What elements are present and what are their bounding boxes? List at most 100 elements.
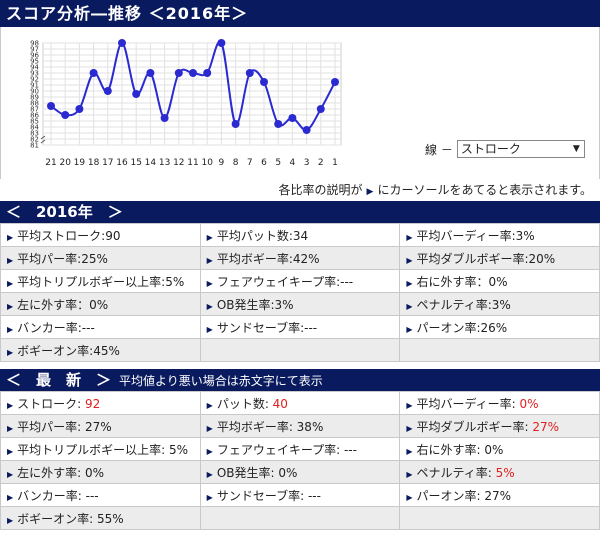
y-tick-label: 97 bbox=[30, 46, 39, 54]
stat-row: ▶ 左に外す率: 0% ▶ OB発生率: 0% ▶ ペナルティ率: 5% bbox=[0, 460, 600, 484]
triangle-right-icon: ▶ bbox=[7, 492, 14, 502]
y-tick-label: 92 bbox=[30, 76, 39, 84]
y-tick-label: 81 bbox=[30, 142, 39, 150]
stat-cell[interactable]: ▶ 平均ボギー率: 38% bbox=[199, 414, 401, 438]
triangle-right-icon: ▶ bbox=[406, 255, 413, 265]
stat-cell[interactable]: ▶ サンドセーブ率:--- bbox=[199, 315, 401, 339]
series-select-row: 線 － ストローク ▼ bbox=[425, 139, 585, 159]
y-tick-label: 84 bbox=[30, 124, 39, 132]
triangle-right-icon: ▶ bbox=[406, 278, 413, 288]
empty-cell bbox=[399, 506, 600, 530]
stat-value: 40 bbox=[272, 396, 288, 411]
stat-cell[interactable]: ▶ バンカー率:--- bbox=[0, 315, 201, 339]
x-tick-label: 20 bbox=[59, 158, 71, 168]
stat-row: ▶ バンカー率: --- ▶ サンドセーブ率: --- ▶ パーオン率: 27% bbox=[0, 483, 600, 507]
stat-label: ペナルティ率: bbox=[416, 465, 496, 480]
triangle-right-icon: ▶ bbox=[406, 232, 413, 242]
stat-cell[interactable]: ▶ 左に外す率：0% bbox=[0, 292, 201, 316]
triangle-right-icon: ▶ bbox=[7, 423, 14, 433]
latest-section-subtitle: 平均値より悪い場合は赤文字にて表示 bbox=[119, 374, 323, 388]
stat-cell[interactable]: ▶ 平均ダブルボギー率: 27% bbox=[399, 414, 600, 438]
data-point bbox=[231, 120, 240, 128]
axis-break-icon bbox=[40, 135, 46, 144]
stat-cell[interactable]: ▶ 平均パット数:34 bbox=[199, 223, 401, 247]
stat-cell[interactable]: ▶ 平均トリプルボギー以上率: 5% bbox=[0, 437, 201, 461]
stat-cell[interactable]: ▶ OB発生率: 0% bbox=[199, 460, 401, 484]
plot-area bbox=[42, 42, 342, 146]
stat-cell[interactable]: ▶ バンカー率: --- bbox=[0, 483, 201, 507]
data-point bbox=[89, 69, 98, 77]
stat-value: --- bbox=[343, 442, 357, 457]
triangle-right-icon: ▶ bbox=[206, 278, 213, 288]
y-tick-label: 88 bbox=[30, 100, 39, 108]
data-point bbox=[160, 114, 169, 122]
stat-cell[interactable]: ▶ 平均バーディー率:3% bbox=[399, 223, 600, 247]
stat-cell[interactable]: ▶ フェアウェイキープ率: --- bbox=[199, 437, 401, 461]
stat-cell[interactable]: ▶ ボギーオン率:45% bbox=[0, 338, 201, 362]
x-tick-label: 1 bbox=[332, 158, 338, 168]
stat-value: 0% bbox=[278, 465, 298, 480]
x-tick-label: 2 bbox=[318, 158, 324, 168]
triangle-right-icon: ▶ bbox=[406, 469, 413, 479]
stat-text: 平均ボギー率:42% bbox=[216, 251, 320, 266]
chevron-down-icon: ▼ bbox=[572, 144, 580, 154]
stat-cell[interactable]: ▶ パット数: 40 bbox=[199, 391, 401, 415]
data-point bbox=[203, 69, 212, 77]
stat-text: 平均バーディー率:3% bbox=[416, 228, 535, 243]
data-point bbox=[288, 114, 297, 122]
stat-cell[interactable]: ▶ 平均ストローク:90 bbox=[0, 223, 201, 247]
stat-cell[interactable]: ▶ フェアウェイキープ率:--- bbox=[199, 269, 401, 293]
data-point bbox=[146, 69, 155, 77]
stat-cell[interactable]: ▶ 平均ボギー率:42% bbox=[199, 246, 401, 270]
stat-label: パーオン率: bbox=[416, 488, 485, 503]
x-tick-label: 7 bbox=[247, 158, 253, 168]
x-tick-label: 11 bbox=[187, 158, 198, 168]
data-point bbox=[189, 69, 197, 77]
stat-cell[interactable]: ▶ 平均ダブルボギー率:20% bbox=[399, 246, 600, 270]
stat-cell[interactable]: ▶ パーオン率:26% bbox=[399, 315, 600, 339]
data-point bbox=[103, 87, 112, 95]
stat-cell[interactable]: ▶ 平均パー率:25% bbox=[0, 246, 201, 270]
stat-cell[interactable]: ▶ 平均トリプルボギー以上率:5% bbox=[0, 269, 201, 293]
stat-value: 0% bbox=[85, 465, 105, 480]
stat-row: ▶ 平均パー率:25% ▶ 平均ボギー率:42% ▶ 平均ダブルボギー率:20% bbox=[0, 246, 600, 270]
stat-cell[interactable]: ▶ パーオン率: 27% bbox=[399, 483, 600, 507]
stat-cell[interactable]: ▶ 平均パー率: 27% bbox=[0, 414, 201, 438]
y-tick-label: 94 bbox=[30, 64, 39, 72]
triangle-right-icon: ▶ bbox=[406, 423, 413, 433]
stat-value: 5% bbox=[495, 465, 515, 480]
stat-cell[interactable]: ▶ 左に外す率: 0% bbox=[0, 460, 201, 484]
stat-cell[interactable]: ▶ ストローク: 92 bbox=[0, 391, 201, 415]
note-text-after: にカーソールをあてると表示されます。 bbox=[377, 183, 592, 197]
stat-text: OB発生率:3% bbox=[216, 297, 294, 312]
y-tick-label: 82 bbox=[30, 136, 39, 144]
stat-cell[interactable]: ▶ ボギーオン率: 55% bbox=[0, 506, 201, 530]
stat-value: 27% bbox=[85, 419, 112, 434]
x-tick-label: 5 bbox=[275, 158, 281, 168]
stat-cell[interactable]: ▶ 平均バーディー率: 0% bbox=[399, 391, 600, 415]
stat-cell[interactable]: ▶ ペナルティ率:3% bbox=[399, 292, 600, 316]
latest-section-title: ＜ 最 新 ＞ bbox=[6, 371, 112, 389]
x-tick-label: 12 bbox=[173, 158, 184, 168]
stat-label: フェアウェイキープ率: bbox=[216, 442, 344, 457]
data-point bbox=[118, 39, 126, 47]
triangle-right-icon: ▶ bbox=[7, 469, 14, 479]
stat-row: ▶ バンカー率:--- ▶ サンドセーブ率:--- ▶ パーオン率:26% bbox=[0, 315, 600, 339]
stat-text: フェアウェイキープ率:--- bbox=[216, 274, 354, 289]
stat-cell[interactable]: ▶ サンドセーブ率: --- bbox=[199, 483, 401, 507]
stat-cell[interactable]: ▶ 右に外す率：0% bbox=[399, 269, 600, 293]
stat-cell[interactable]: ▶ ペナルティ率: 5% bbox=[399, 460, 600, 484]
stat-cell[interactable]: ▶ OB発生率:3% bbox=[199, 292, 401, 316]
note-text-before: 各比率の説明が bbox=[278, 183, 363, 197]
x-tick-label: 6 bbox=[261, 158, 267, 168]
stat-text: 平均ダブルボギー率:20% bbox=[416, 251, 556, 266]
x-tick-label: 17 bbox=[102, 158, 113, 168]
stat-value: 92 bbox=[85, 396, 101, 411]
series-select[interactable]: ストローク ▼ bbox=[456, 140, 585, 158]
stat-cell[interactable]: ▶ 右に外す率: 0% bbox=[399, 437, 600, 461]
triangle-right-icon: ▶ bbox=[406, 400, 413, 410]
stat-label: パット数: bbox=[216, 396, 273, 411]
latest-stats-table: ▶ ストローク: 92 ▶ パット数: 40 ▶ 平均バーディー率: 0% ▶ 平均パー率: … bbox=[0, 391, 600, 530]
triangle-right-icon: ▶ bbox=[206, 324, 213, 334]
